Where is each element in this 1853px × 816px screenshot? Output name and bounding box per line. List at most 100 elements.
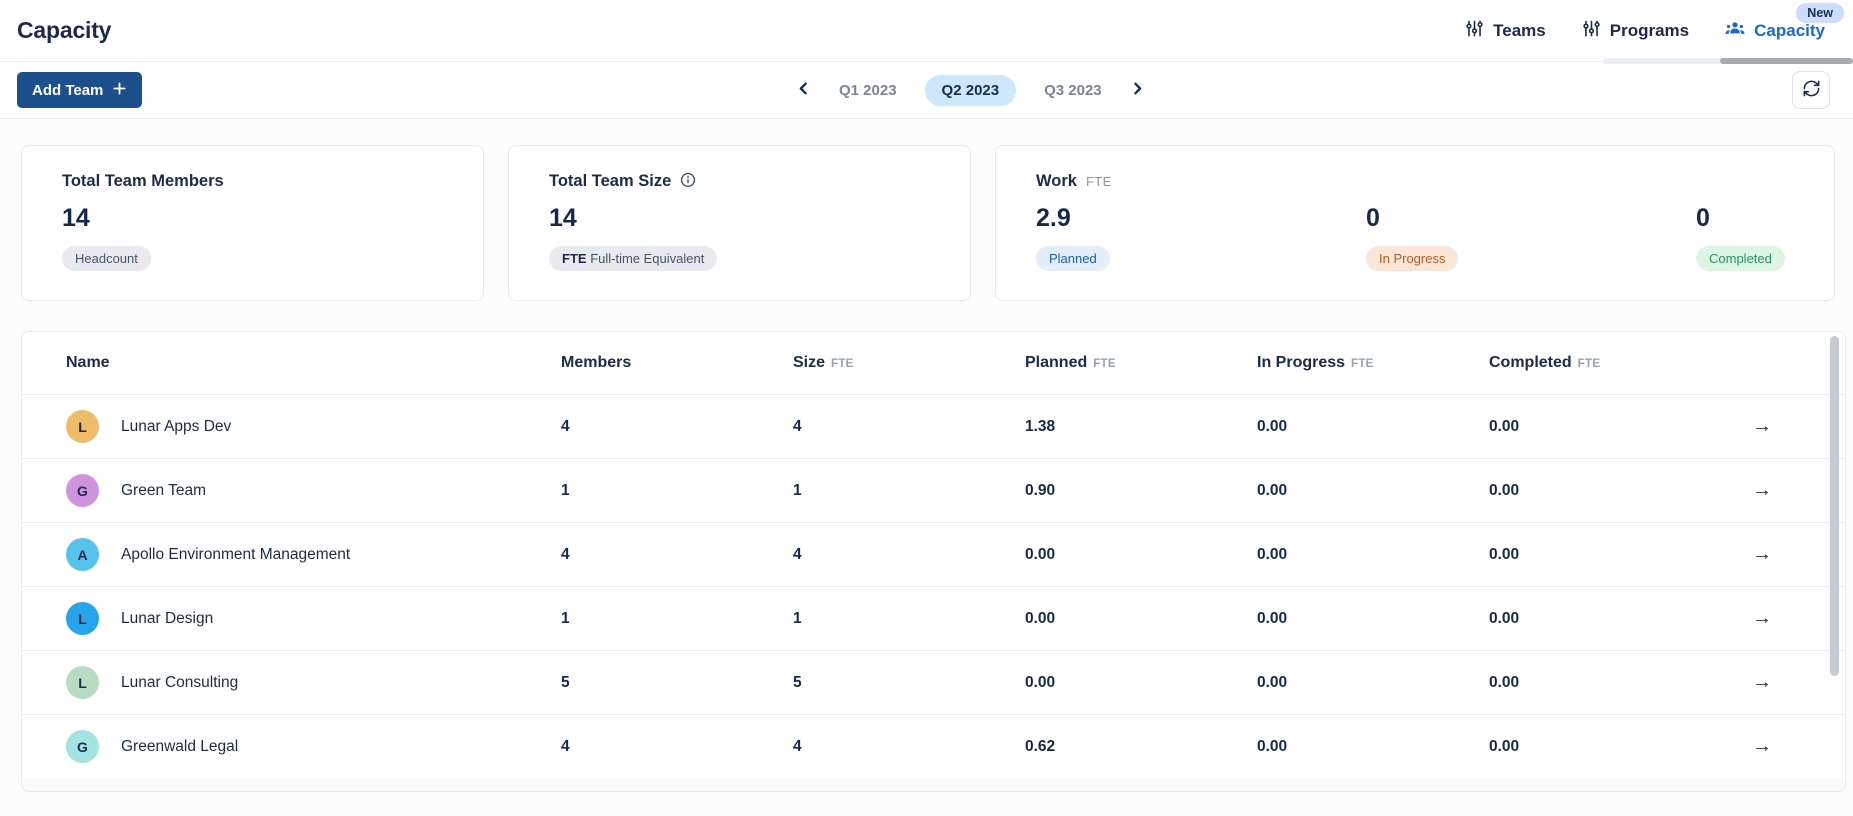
team-name-cell: L Lunar Consulting bbox=[66, 666, 561, 699]
toolbar: Add Team Q1 2023 Q2 2023 Q3 2023 bbox=[0, 62, 1853, 119]
headcount-badge: Headcount bbox=[62, 246, 151, 271]
metric-badge: Completed bbox=[1696, 246, 1785, 271]
nav-item-teams[interactable]: Teams bbox=[1465, 19, 1546, 43]
work-metrics: 2.9 Planned 0 In Progress 0 Completed bbox=[1036, 191, 1834, 271]
refresh-icon bbox=[1802, 79, 1821, 101]
work-title-text: Work bbox=[1036, 172, 1077, 190]
table-row[interactable]: L Lunar Design 1 1 0.00 0.00 0.00 → bbox=[22, 586, 1845, 650]
work-metric-in-progress: 0 In Progress bbox=[1366, 191, 1696, 271]
table-row[interactable]: A Apollo Environment Management 4 4 0.00 0.00… bbox=[22, 522, 1845, 586]
open-team-button[interactable]: → bbox=[1736, 479, 1772, 502]
teams-table: Name Members Size FTE Planned FTE In Progr… bbox=[21, 331, 1846, 792]
sliders-icon bbox=[1465, 19, 1484, 43]
nav-item-programs[interactable]: Programs bbox=[1582, 19, 1689, 43]
column-header-name: Name bbox=[66, 354, 110, 371]
team-avatar: G bbox=[66, 474, 99, 507]
quarter-option-q3-2023[interactable]: Q3 2023 bbox=[1044, 81, 1102, 99]
work-card: Work FTE 2.9 Planned 0 In Progress 0 Complete… bbox=[995, 145, 1835, 301]
column-header-in-progress: In Progress FTE bbox=[1257, 354, 1374, 371]
nav-item-capacity[interactable]: Capacity bbox=[1725, 18, 1825, 43]
in-progress-value: 0.00 bbox=[1257, 737, 1288, 755]
size-value: 1 bbox=[793, 481, 802, 499]
size-value: 4 bbox=[793, 737, 802, 755]
team-name-cell: G Green Team bbox=[66, 474, 561, 507]
total-team-size-card: Total Team Size 14 FTE Full-time Equival… bbox=[508, 145, 971, 301]
planned-value: 0.00 bbox=[1025, 609, 1056, 627]
completed-value: 0.00 bbox=[1489, 417, 1520, 435]
total-members-value: 14 bbox=[62, 204, 90, 232]
members-value: 1 bbox=[561, 481, 570, 499]
table-row[interactable]: G Greenwald Legal 4 4 0.62 0.00 0.00 → bbox=[22, 714, 1845, 778]
nav-item-label: Capacity bbox=[1754, 20, 1825, 40]
refresh-button[interactable] bbox=[1792, 71, 1830, 109]
table-row[interactable]: G Green Team 1 1 0.90 0.00 0.00 → bbox=[22, 458, 1845, 522]
team-name-cell: A Apollo Environment Management bbox=[66, 538, 561, 571]
people-icon bbox=[1725, 18, 1745, 43]
table-vertical-scrollbar[interactable] bbox=[1830, 336, 1839, 676]
completed-value: 0.00 bbox=[1489, 673, 1520, 691]
team-avatar: A bbox=[66, 538, 99, 571]
open-team-button[interactable]: → bbox=[1736, 543, 1772, 566]
plus-icon bbox=[112, 81, 127, 100]
table-row[interactable]: L Lunar Apps Dev 4 4 1.38 0.00 0.00 → bbox=[22, 394, 1845, 458]
team-avatar: L bbox=[66, 410, 99, 443]
planned-value: 0.00 bbox=[1025, 545, 1056, 563]
team-name: Green Team bbox=[121, 481, 207, 499]
completed-value: 0.00 bbox=[1489, 481, 1520, 499]
new-badge: New bbox=[1796, 3, 1844, 23]
next-quarter-button[interactable] bbox=[1123, 75, 1153, 105]
metric-value: 0 bbox=[1696, 204, 1710, 232]
card-title: Work FTE bbox=[1036, 172, 1834, 191]
members-value: 4 bbox=[561, 417, 570, 435]
team-avatar: G bbox=[66, 730, 99, 763]
nav-item-label: Teams bbox=[1493, 20, 1546, 40]
column-header-members: Members bbox=[561, 354, 632, 371]
work-metric-completed: 0 Completed bbox=[1696, 191, 1834, 271]
info-button[interactable] bbox=[680, 172, 696, 191]
arrow-right-icon: → bbox=[1752, 479, 1772, 501]
team-name: Lunar Apps Dev bbox=[121, 417, 232, 435]
info-icon bbox=[680, 172, 696, 191]
size-value: 1 bbox=[793, 609, 802, 627]
arrow-right-icon: → bbox=[1752, 543, 1772, 565]
work-metric-planned: 2.9 Planned bbox=[1036, 191, 1366, 271]
metric-badge: In Progress bbox=[1366, 246, 1459, 271]
completed-value: 0.00 bbox=[1489, 737, 1520, 755]
planned-value: 1.38 bbox=[1025, 417, 1056, 435]
team-name-cell: L Lunar Apps Dev bbox=[66, 410, 561, 443]
top-nav: Teams Programs Capacity bbox=[1465, 18, 1825, 43]
open-team-button[interactable]: → bbox=[1736, 415, 1772, 438]
fte-badge: FTE Full-time Equivalent bbox=[549, 246, 718, 271]
nav-scrollbar-thumb[interactable] bbox=[1720, 58, 1853, 64]
quarter-option-q2-2023[interactable]: Q2 2023 bbox=[924, 74, 1017, 106]
in-progress-value: 0.00 bbox=[1257, 609, 1288, 627]
open-team-button[interactable]: → bbox=[1736, 671, 1772, 694]
nav-horizontal-scrollbar[interactable] bbox=[1603, 58, 1853, 64]
quarter-list: Q1 2023 Q2 2023 Q3 2023 bbox=[818, 74, 1123, 106]
open-team-button[interactable]: → bbox=[1736, 607, 1772, 630]
team-name: Greenwald Legal bbox=[121, 737, 239, 755]
size-value: 4 bbox=[793, 545, 802, 563]
total-size-value: 14 bbox=[549, 204, 577, 232]
table-row[interactable]: L Lunar Consulting 5 5 0.00 0.00 0.00 → bbox=[22, 650, 1845, 714]
completed-value: 0.00 bbox=[1489, 609, 1520, 627]
team-name-cell: G Greenwald Legal bbox=[66, 730, 561, 763]
members-value: 4 bbox=[561, 737, 570, 755]
sliders-icon bbox=[1582, 19, 1601, 43]
planned-value: 0.90 bbox=[1025, 481, 1056, 499]
card-title: Total Team Members bbox=[62, 172, 224, 190]
metric-value: 2.9 bbox=[1036, 204, 1071, 232]
add-team-button[interactable]: Add Team bbox=[17, 72, 143, 108]
members-value: 5 bbox=[561, 673, 570, 691]
previous-quarter-button[interactable] bbox=[788, 75, 818, 105]
team-name: Lunar Design bbox=[121, 609, 214, 627]
total-team-members-card: Total Team Members 14 Headcount bbox=[21, 145, 484, 301]
planned-value: 0.00 bbox=[1025, 673, 1056, 691]
team-avatar: L bbox=[66, 666, 99, 699]
arrow-right-icon: → bbox=[1752, 607, 1772, 629]
planned-value: 0.62 bbox=[1025, 737, 1056, 755]
open-team-button[interactable]: → bbox=[1736, 735, 1772, 758]
quarter-option-q1-2023[interactable]: Q1 2023 bbox=[839, 81, 897, 99]
column-header-planned: Planned FTE bbox=[1025, 354, 1116, 371]
nav-item-label: Programs bbox=[1609, 20, 1690, 40]
